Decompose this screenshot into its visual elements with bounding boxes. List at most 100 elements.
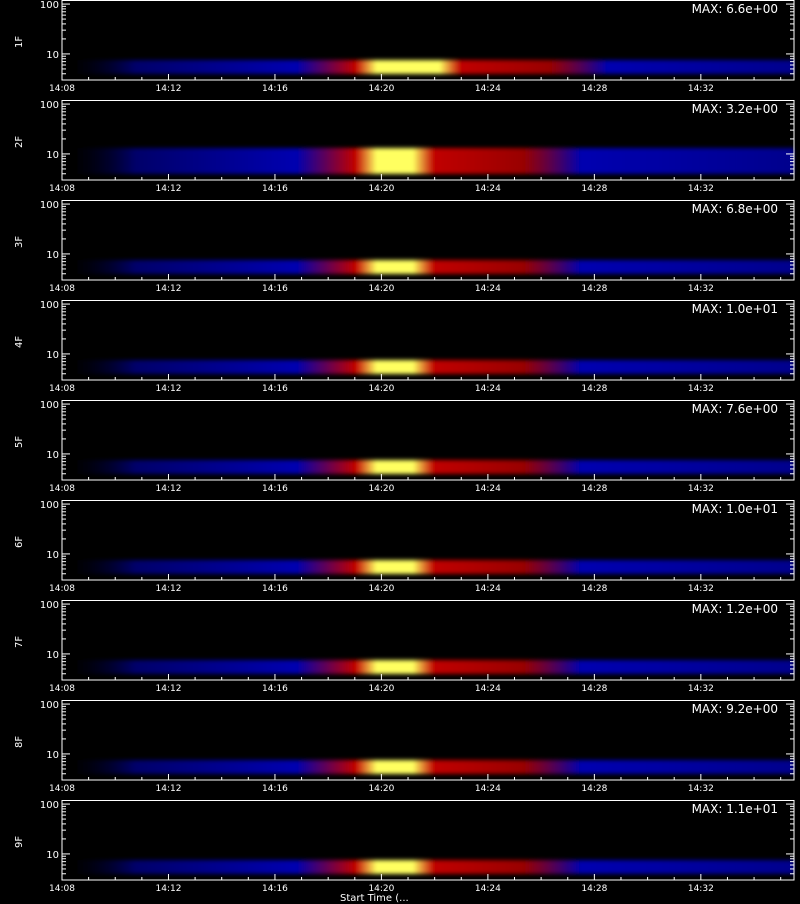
x-tick-label: 14:24 [475, 584, 501, 594]
x-tick-label: 14:28 [581, 84, 607, 94]
y-tick-label: 10 [46, 450, 59, 461]
spectrogram-panel-6F: 100 10 14:08 14:12 14:16 14:20 14:24 14:28 14:32… [0, 500, 800, 600]
y-tick-label: 100 [40, 0, 59, 11]
y-axis-label: 6F [14, 535, 25, 548]
x-tick-label: 14:08 [49, 484, 75, 494]
x-tick-label: 14:32 [688, 284, 714, 294]
x-tick-label: 14:28 [581, 384, 607, 394]
x-tick-label: 14:32 [688, 84, 714, 94]
y-tick-label: 10 [46, 250, 59, 261]
x-tick-label: 14:32 [688, 584, 714, 594]
x-tick-label: 14:20 [368, 884, 394, 894]
max-value-label: MAX: 6.8e+00 [691, 202, 778, 216]
emission-band [62, 560, 794, 574]
x-tick-label: 14:28 [581, 884, 607, 894]
x-tick-label: 14:20 [368, 484, 394, 494]
plot-frame [61, 400, 795, 481]
y-axis-label: 2F [14, 135, 25, 148]
plot-frame [61, 0, 795, 81]
spectrogram-panel-4F: 100 10 14:08 14:12 14:16 14:20 14:24 14:28 14:32… [0, 300, 800, 400]
x-tick-label: 14:16 [262, 184, 288, 194]
x-tick-label: 14:28 [581, 784, 607, 794]
x-tick-label: 14:20 [368, 784, 394, 794]
x-tick-label: 14:08 [49, 784, 75, 794]
x-tick-label: 14:32 [688, 884, 714, 894]
y-tick-label: 10 [46, 150, 59, 161]
spectrogram-plot: 100 10 14:08 14:12 14:16 14:20 14:24 14:28 14:32 [40, 800, 795, 894]
max-value-label: MAX: 3.2e+00 [691, 102, 778, 116]
x-tick-label: 14:08 [49, 684, 75, 694]
x-tick-label: 14:16 [262, 284, 288, 294]
x-axis-title: Start Time (... [340, 893, 409, 904]
plot-frame [61, 800, 795, 881]
spectrogram-panel-3F: 100 10 14:08 14:12 14:16 14:20 14:24 14:28 14:32… [0, 200, 800, 300]
x-tick-label: 14:16 [262, 84, 288, 94]
emission-band [62, 260, 794, 274]
x-tick-label: 14:24 [475, 84, 501, 94]
x-tick-label: 14:28 [581, 184, 607, 194]
spectrogram-plot: 100 10 14:08 14:12 14:16 14:20 14:24 14:28 14:32 [40, 500, 795, 594]
x-tick-label: 14:32 [688, 384, 714, 394]
x-tick-label: 14:28 [581, 284, 607, 294]
y-tick-label: 10 [46, 850, 59, 861]
y-tick-label: 100 [40, 200, 59, 211]
x-tick-label: 14:16 [262, 784, 288, 794]
x-tick-label: 14:20 [368, 384, 394, 394]
plot-frame [61, 100, 795, 181]
x-tick-label: 14:08 [49, 184, 75, 194]
x-tick-label: 14:12 [156, 484, 182, 494]
emission-band [62, 360, 794, 374]
x-tick-label: 14:16 [262, 384, 288, 394]
max-value-label: MAX: 7.6e+00 [691, 402, 778, 416]
x-tick-label: 14:08 [49, 884, 75, 894]
x-tick-label: 14:20 [368, 184, 394, 194]
x-tick-label: 14:16 [262, 884, 288, 894]
emission-band [62, 60, 794, 74]
y-tick-label: 100 [40, 300, 59, 311]
max-value-label: MAX: 9.2e+00 [691, 702, 778, 716]
spectrogram-plot: 100 10 14:08 14:12 14:16 14:20 14:24 14:28 14:32 [40, 200, 795, 294]
emission-band [62, 760, 794, 774]
x-tick-label: 14:24 [475, 784, 501, 794]
max-value-label: MAX: 1.2e+00 [691, 602, 778, 616]
x-tick-label: 14:32 [688, 684, 714, 694]
emission-band [62, 860, 794, 874]
spectrogram-panel-7F: 100 10 14:08 14:12 14:16 14:20 14:24 14:28 14:32… [0, 600, 800, 700]
x-tick-label: 14:28 [581, 684, 607, 694]
spectrogram-panel-5F: 100 10 14:08 14:12 14:16 14:20 14:24 14:28 14:32… [0, 400, 800, 500]
y-tick-label: 10 [46, 550, 59, 561]
x-tick-label: 14:08 [49, 284, 75, 294]
emission-band [62, 460, 794, 474]
y-tick-label: 10 [46, 350, 59, 361]
x-tick-label: 14:12 [156, 784, 182, 794]
y-tick-label: 10 [46, 50, 59, 61]
y-tick-label: 100 [40, 700, 59, 711]
x-tick-label: 14:24 [475, 884, 501, 894]
max-value-label: MAX: 1.1e+01 [691, 802, 778, 816]
x-tick-label: 14:24 [475, 184, 501, 194]
x-tick-label: 14:24 [475, 484, 501, 494]
y-tick-label: 100 [40, 600, 59, 611]
x-tick-label: 14:12 [156, 184, 182, 194]
spectrogram-panel-9F: 100 10 14:08 14:12 14:16 14:20 14:24 14:28 14:32… [0, 800, 800, 900]
x-tick-label: 14:12 [156, 284, 182, 294]
plot-frame [61, 500, 795, 581]
spectrogram-plot: 100 10 14:08 14:12 14:16 14:20 14:24 14:28 14:32 [40, 100, 795, 194]
emission-band [62, 660, 794, 674]
y-axis-label: 8F [14, 735, 25, 748]
spectrogram-plot: 100 10 14:08 14:12 14:16 14:20 14:24 14:28 14:32 [40, 300, 795, 394]
y-axis-label: 7F [14, 635, 25, 648]
x-tick-label: 14:24 [475, 684, 501, 694]
plot-frame [61, 600, 795, 681]
y-tick-label: 100 [40, 800, 59, 811]
x-tick-label: 14:20 [368, 284, 394, 294]
x-tick-label: 14:12 [156, 684, 182, 694]
max-value-label: MAX: 1.0e+01 [691, 502, 778, 516]
y-axis-label: 4F [14, 335, 25, 348]
x-tick-label: 14:20 [368, 684, 394, 694]
x-tick-label: 14:24 [475, 384, 501, 394]
y-tick-label: 100 [40, 400, 59, 411]
y-axis-label: 5F [14, 435, 25, 448]
x-tick-label: 14:32 [688, 484, 714, 494]
